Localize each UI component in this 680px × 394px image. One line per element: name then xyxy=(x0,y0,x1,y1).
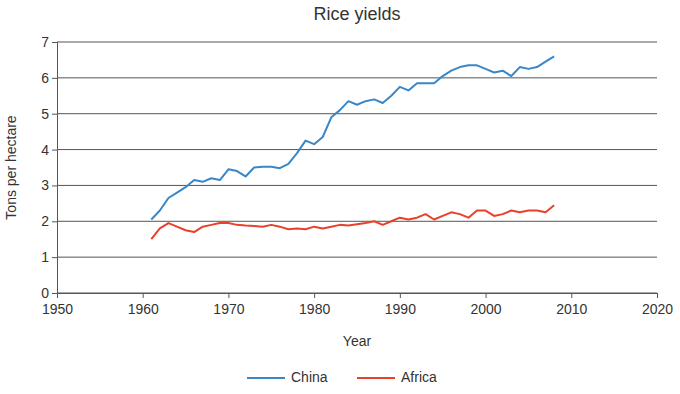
x-tick-label: 1990 xyxy=(385,301,416,317)
x-tick-label: 1960 xyxy=(128,301,159,317)
y-tick: 2 xyxy=(41,213,57,229)
grid-line xyxy=(57,42,657,43)
legend-label: China xyxy=(291,369,328,385)
grid-line xyxy=(57,185,657,186)
chart: 1950 1960 1970 1980 1990 2000 2010 2020 0 1 2 3 4 5 6 7… xyxy=(0,0,680,394)
y-tick: 1 xyxy=(41,249,57,265)
x-tick-label: 2020 xyxy=(642,301,673,317)
x-axis-title: Year xyxy=(343,333,372,349)
title: Rice yields xyxy=(313,4,400,24)
x-tick-mark xyxy=(571,293,572,298)
legend: China Africa xyxy=(247,369,437,385)
x-tick-mark xyxy=(400,293,401,298)
x-tick-mark xyxy=(486,293,487,298)
legend-swatch xyxy=(247,377,285,379)
y-tick-label: 4 xyxy=(41,142,49,158)
x-tick: 2020 xyxy=(642,293,673,317)
y-axis: 0 1 2 3 4 5 6 7 xyxy=(41,34,57,301)
x-tick: 1990 xyxy=(385,293,416,317)
grid-line xyxy=(57,77,657,78)
x-tick-label: 1970 xyxy=(213,301,244,317)
y-tick-label: 7 xyxy=(41,34,49,50)
x-tick-label: 2000 xyxy=(470,301,501,317)
x-tick: 1960 xyxy=(128,293,159,317)
x-tick-mark xyxy=(314,293,315,298)
x-tick-label: 1980 xyxy=(299,301,330,317)
x-tick-mark xyxy=(228,293,229,298)
y-tick-label: 3 xyxy=(41,177,49,193)
x-tick-label: 1950 xyxy=(42,301,73,317)
y-tick-mark xyxy=(52,42,57,43)
legend-swatch xyxy=(357,377,395,379)
y-axis-line xyxy=(52,43,58,294)
y-tick-mark xyxy=(52,78,57,79)
y-tick-label: 6 xyxy=(41,70,49,86)
x-tick-mark xyxy=(657,293,658,298)
y-tick: 3 xyxy=(41,177,57,193)
series-line xyxy=(151,205,554,239)
y-tick-mark xyxy=(52,185,57,186)
y-tick-mark xyxy=(52,257,57,258)
y-tick-label: 2 xyxy=(41,213,49,229)
y-tick-mark xyxy=(52,114,57,115)
y-tick: 5 xyxy=(41,106,57,122)
x-tick-label: 2010 xyxy=(556,301,587,317)
series-line xyxy=(151,56,554,219)
grid-line xyxy=(57,257,657,258)
grid-line xyxy=(57,221,657,222)
y-tick-mark xyxy=(52,221,57,222)
grid-line xyxy=(57,149,657,150)
y-tick-mark xyxy=(52,150,57,151)
y-tick: 0 xyxy=(41,285,57,301)
y-tick-label: 1 xyxy=(41,249,49,265)
grid xyxy=(57,42,657,293)
x-tick: 1980 xyxy=(299,293,330,317)
y-tick: 7 xyxy=(41,34,57,50)
x-tick: 2010 xyxy=(556,293,587,317)
y-tick: 4 xyxy=(41,142,57,158)
y-tick-label: 0 xyxy=(41,285,49,301)
y-tick: 6 xyxy=(41,70,57,86)
y-tick-label: 5 xyxy=(41,106,49,122)
x-axis: 1950 1960 1970 1980 1990 2000 2010 2020 xyxy=(42,293,673,317)
x-axis-line xyxy=(58,294,658,299)
x-tick-mark xyxy=(143,293,144,298)
grid-line xyxy=(57,113,657,114)
x-tick: 1970 xyxy=(213,293,244,317)
plot-area xyxy=(151,56,554,239)
legend-label: Africa xyxy=(401,369,437,385)
x-tick: 2000 xyxy=(470,293,501,317)
y-axis-title: Tons per hectare xyxy=(3,115,19,219)
y-tick-mark xyxy=(52,293,57,294)
